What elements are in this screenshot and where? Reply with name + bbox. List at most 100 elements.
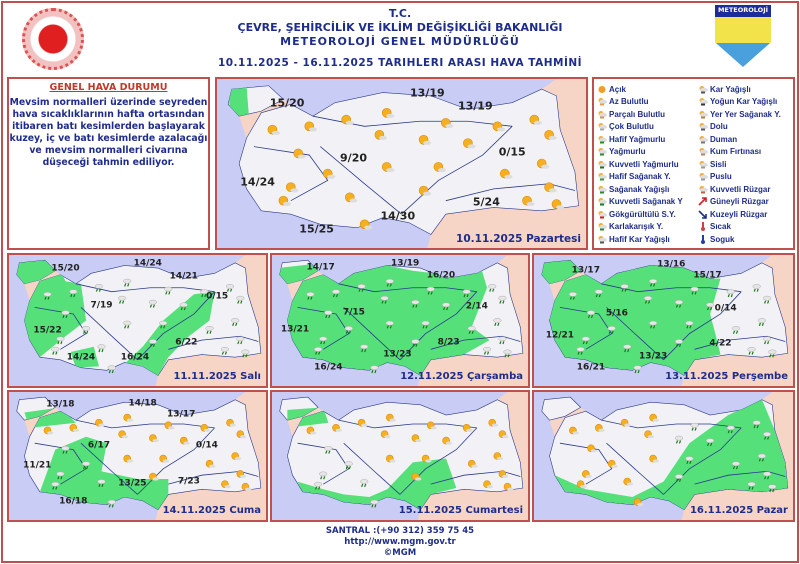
shower-icon <box>123 320 132 329</box>
legend-label: Sisli <box>710 159 727 169</box>
shower-icon <box>56 471 65 480</box>
sun-icon <box>164 421 175 430</box>
shower-icon <box>467 326 476 334</box>
sun-icon <box>649 454 660 463</box>
legend-label: Dolu <box>710 122 728 132</box>
shower-icon <box>123 278 132 287</box>
sun-icon <box>341 114 354 125</box>
shower-icon <box>498 295 507 304</box>
sun-icon <box>529 114 542 125</box>
forecast-map-day-4: 13/17 13/16 15/17 5/16 0/14 12/21 16/21 … <box>532 253 795 388</box>
legend-label: Sıcak <box>710 222 731 232</box>
sun-icon <box>386 454 396 463</box>
turkey-map <box>9 392 266 520</box>
sun-icon <box>149 434 159 443</box>
shower-icon <box>370 365 379 374</box>
legend-item: Sisli <box>698 158 794 171</box>
region-border <box>431 471 521 484</box>
website-link[interactable]: http://www.mgm.gov.tr <box>344 537 456 547</box>
shower-icon <box>768 349 777 358</box>
sea <box>217 79 557 248</box>
temperature-label: 14/30 <box>380 209 416 223</box>
legend-label: Duman <box>710 134 738 144</box>
map-date: 11.11.2025 Salı <box>173 371 261 382</box>
map-date: 12.11.2025 Çarşamba <box>400 371 523 382</box>
shower-icon <box>370 499 379 508</box>
region-border <box>695 336 786 349</box>
temperature-label: 2/14 <box>465 301 488 312</box>
shower-icon <box>82 461 91 470</box>
legend-item: Çok Bulutlu <box>597 121 698 134</box>
shower-icon <box>231 318 240 327</box>
sun-icon <box>488 418 499 427</box>
shower-icon <box>314 346 323 355</box>
shower-icon <box>61 445 70 454</box>
shower-icon <box>690 422 699 431</box>
sun-icon <box>597 85 607 94</box>
shower-icon <box>576 346 585 355</box>
weather-legend: Açık Az Bulutlu Parçalı Bulutlu Çok Bulutlu… <box>592 77 795 250</box>
legend-label: Kar Yağışlı <box>710 84 751 94</box>
shower-icon <box>726 425 735 434</box>
sun-icon <box>149 472 159 481</box>
shower-icon <box>385 278 394 287</box>
temperature-label: 7/23 <box>177 476 200 487</box>
footer: SANTRAL :(+90 312) 359 75 45 http://www.… <box>0 526 800 559</box>
region-border <box>81 307 138 359</box>
weather-icons-layer <box>43 413 252 508</box>
legend-item: Hafif Sağanak Y. <box>597 171 698 184</box>
legend-item: Kum Fırtınası <box>698 146 794 159</box>
sun-icon <box>418 134 432 145</box>
legend-label: Soguk <box>710 234 735 244</box>
temperature-label: 14/18 <box>128 398 157 409</box>
temperature-label: 15/20 <box>51 263 80 274</box>
region-border <box>298 307 349 349</box>
sun-icon <box>418 185 432 196</box>
legend-label: Kuvvetli Yağmurlu <box>609 159 679 169</box>
temperature-label: 13/16 <box>657 259 686 270</box>
sun-icon <box>536 158 550 169</box>
temperature-label: 15/25 <box>299 222 334 236</box>
shower-icon <box>344 461 353 470</box>
light-shower-icon <box>597 172 607 181</box>
sun-icon <box>293 148 306 159</box>
legend-label: Kum Fırtınası <box>710 147 762 157</box>
temperature-label: 16/24 <box>314 362 343 373</box>
sun-icon <box>576 480 587 489</box>
region-border <box>138 428 215 495</box>
shower-icon <box>426 286 435 295</box>
sun-icon <box>467 459 478 468</box>
shower-icon <box>360 479 369 488</box>
region-border <box>446 184 575 201</box>
shower-icon <box>674 435 684 444</box>
shower-icon <box>82 326 91 334</box>
region-border <box>344 443 400 494</box>
weather-icons-layer <box>306 278 512 374</box>
legend-label: Sağanak Yağışlı <box>609 184 670 194</box>
sun-icon <box>581 470 592 478</box>
shower-icon <box>685 320 694 329</box>
sun-icon <box>587 444 597 453</box>
temperature-label: 13/19 <box>457 99 493 113</box>
legend-item: Yoğun Kar Yağışlı <box>698 96 794 109</box>
temperature-label: 13/23 <box>638 351 668 362</box>
shower-icon <box>731 461 741 470</box>
legend-item: Kuzeyli Rüzgar <box>698 208 794 221</box>
forecast-map-day-3: 14/17 13/19 16/20 7/15 2/14 13/21 16/24 … <box>270 253 530 388</box>
shower-icon <box>649 320 658 329</box>
shower-icon <box>51 346 60 355</box>
sun-icon <box>620 418 631 427</box>
sun-icon <box>499 168 513 179</box>
sea <box>272 392 508 520</box>
forecast-map-day-5: 13/18 14/18 13/17 6/17 0/14 11/21 16/18 … <box>7 390 268 522</box>
shower-icon <box>56 336 65 345</box>
legend-item: Dolu <box>698 121 794 134</box>
shower-icon <box>763 295 772 304</box>
temperature-label: 15/20 <box>269 96 305 110</box>
shower-icon <box>107 499 116 508</box>
shower-icon <box>51 481 60 490</box>
sun-icon <box>95 418 105 427</box>
weather-icons-layer <box>267 107 565 230</box>
north-wind-arrow-icon <box>698 210 708 219</box>
temperature-label: 0/15 <box>206 291 229 302</box>
